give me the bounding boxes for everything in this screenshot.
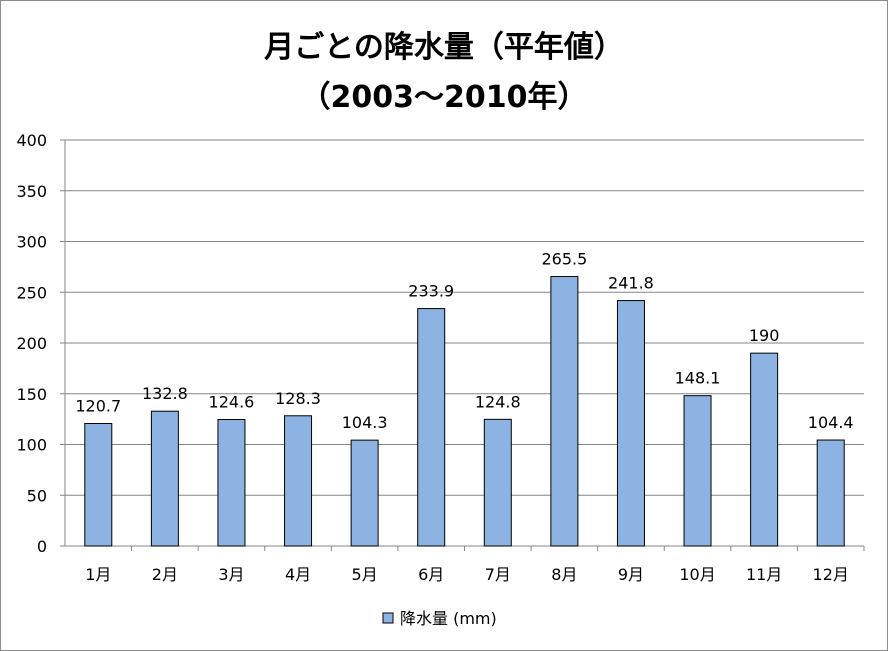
data-label: 265.5 <box>541 250 587 269</box>
bar <box>683 395 712 547</box>
x-tick-label: 7月 <box>485 565 511 584</box>
bar <box>217 419 246 547</box>
data-label: 104.3 <box>342 413 388 432</box>
bar <box>750 352 779 547</box>
data-label: 128.3 <box>275 389 321 408</box>
y-tick-label: 350 <box>16 182 47 201</box>
y-tick-label: 100 <box>16 436 47 455</box>
x-tick-label: 3月 <box>218 565 244 584</box>
chart-subtitle: （2003～2010年） <box>300 80 588 115</box>
bar <box>616 300 645 547</box>
data-label: 104.4 <box>808 413 854 432</box>
x-tick-label: 1月 <box>85 565 111 584</box>
x-tick-label: 8月 <box>551 565 577 584</box>
x-tick-label: 9月 <box>618 565 644 584</box>
bar <box>284 415 313 547</box>
legend-label: 降水量 (mm) <box>400 609 497 628</box>
data-label: 124.6 <box>209 393 255 412</box>
data-label: 233.9 <box>408 282 454 301</box>
bar <box>550 276 579 547</box>
x-tick-label: 4月 <box>285 565 311 584</box>
x-tick-label: 5月 <box>352 565 378 584</box>
y-tick-label: 0 <box>37 537 47 556</box>
x-tick-label: 10月 <box>679 565 715 584</box>
data-label: 148.1 <box>675 369 721 388</box>
legend-swatch <box>382 612 394 624</box>
data-label: 241.8 <box>608 274 654 293</box>
bar <box>350 439 379 547</box>
bar <box>150 410 179 547</box>
x-tick-label: 6月 <box>418 565 444 584</box>
x-tick-label: 12月 <box>813 565 849 584</box>
bar <box>84 422 113 547</box>
data-label: 132.8 <box>142 384 188 403</box>
y-tick-label: 200 <box>16 334 47 353</box>
x-tick-label: 2月 <box>152 565 178 584</box>
y-tick-label: 50 <box>27 486 47 505</box>
data-label: 120.7 <box>75 396 121 415</box>
data-label: 190 <box>749 326 780 345</box>
x-tick-label: 11月 <box>746 565 782 584</box>
bar <box>483 418 512 547</box>
y-tick-label: 150 <box>16 385 47 404</box>
chart-title: 月ごとの降水量（平年値） <box>264 30 624 65</box>
data-label: 124.8 <box>475 392 521 411</box>
bar <box>417 308 446 547</box>
bar <box>816 439 845 547</box>
y-tick-label: 300 <box>16 233 47 252</box>
y-tick-label: 400 <box>16 131 47 150</box>
y-tick-label: 250 <box>16 283 47 302</box>
